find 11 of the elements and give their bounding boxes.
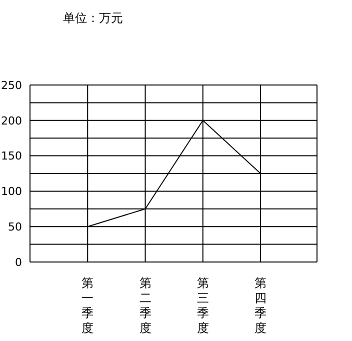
y-tick-label: 50 [8,220,22,234]
y-tick-label: 0 [15,256,22,269]
x-tick-label: 第一季度 [82,276,94,335]
y-tick-label: 100 [1,185,22,198]
x-tick-label: 第三季度 [196,276,209,335]
y-tick-label: 150 [1,150,22,163]
text: 单位：万元 [63,10,123,27]
y-tick-label: 250 [1,78,22,92]
x-tick-label: 第二季度 [139,276,152,335]
y-tick-label: 200 [1,114,22,128]
x-tick-label: 第四季度 [254,276,267,335]
